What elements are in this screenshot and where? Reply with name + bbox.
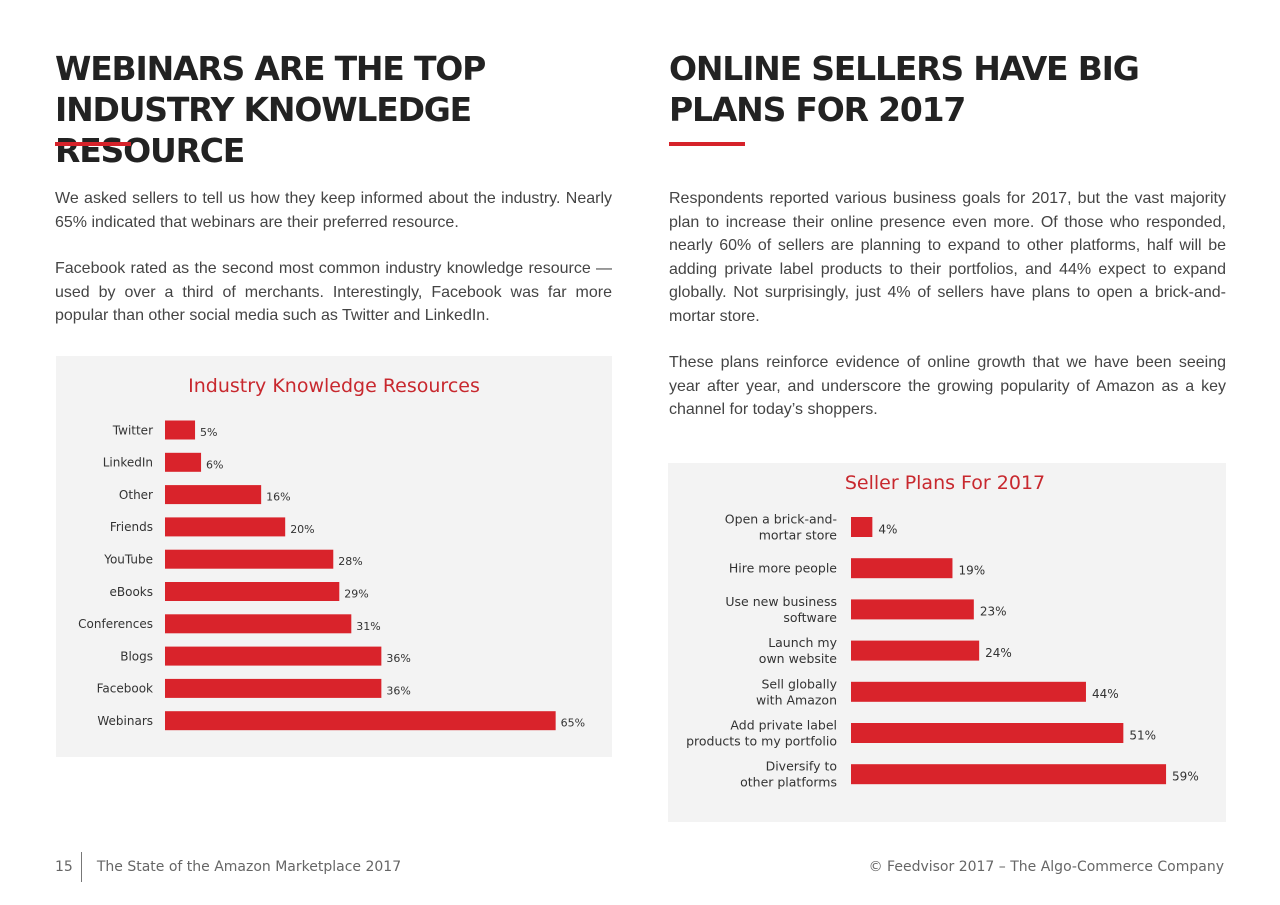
plans-category-label: other platforms [740, 775, 837, 790]
copyright-text: © Feedvisor 2017 – The Algo-Commerce Com… [868, 859, 1224, 875]
knowledge-value-label: 65% [561, 717, 585, 730]
plans-value-label: 51% [1129, 728, 1156, 742]
knowledge-bar [165, 485, 262, 505]
plans-category-label: Use new business [725, 594, 837, 609]
plans-chart-title: Seller Plans For 2017 [845, 472, 1045, 494]
plans-value-label: 59% [1172, 770, 1199, 784]
knowledge-value-label: 29% [344, 587, 368, 600]
knowledge-bar [165, 420, 196, 440]
knowledge-bar [165, 582, 340, 601]
knowledge-category-label: Conferences [78, 617, 153, 631]
left-paragraph-1: We asked sellers to tell us how they kee… [55, 190, 612, 231]
plans-category-label: with Amazon [756, 692, 837, 707]
plans-value-label: 24% [985, 646, 1012, 660]
plans-bar [851, 599, 974, 620]
seller-plans-chart: Seller Plans For 2017 Open a brick-and-mo… [668, 463, 1226, 822]
knowledge-value-label: 5% [200, 426, 217, 439]
footer-right: © Feedvisor 2017 – The Algo-Commerce Com… [869, 856, 1224, 878]
right-body-text: Respondents reported various business go… [669, 187, 1226, 445]
left-heading: WEBINARS ARE THE TOP INDUSTRY KNOWLEDGE … [55, 49, 486, 170]
knowledge-category-label: YouTube [103, 553, 153, 567]
plans-value-label: 4% [878, 522, 897, 536]
knowledge-value-label: 31% [356, 620, 380, 633]
left-paragraph-2: Facebook rated as the second most common… [55, 260, 612, 324]
plans-category-label: Diversify to [766, 759, 837, 774]
knowledge-category-label: Other [119, 488, 153, 502]
plans-value-label: 19% [958, 564, 985, 578]
right-heading: ONLINE SELLERS HAVE BIG PLANS FOR 2017 [669, 49, 1140, 129]
knowledge-category-label: Webinars [97, 714, 153, 728]
industry-knowledge-chart-svg: Industry Knowledge Resources Twitter 5% Lin… [78, 375, 585, 731]
left-body-text: We asked sellers to tell us how they kee… [55, 187, 612, 351]
plans-bar [851, 517, 873, 537]
seller-plans-chart-svg: Seller Plans For 2017 Open a brick-and-mo… [686, 472, 1199, 790]
knowledge-value-label: 20% [290, 523, 314, 536]
plans-bar [851, 558, 953, 579]
knowledge-category-label: Twitter [112, 423, 153, 437]
right-paragraph-1: Respondents reported various business go… [669, 190, 1226, 325]
plans-category-label: products to my portfolio [686, 734, 837, 749]
knowledge-category-label: LinkedIn [103, 456, 153, 470]
page-number: 15 [55, 859, 73, 875]
plans-category-label: software [783, 610, 837, 625]
knowledge-value-label: 36% [386, 652, 410, 665]
right-paragraph-2: These plans reinforce evidence of online… [669, 354, 1226, 418]
knowledge-value-label: 28% [338, 555, 362, 568]
plans-bar [851, 681, 1086, 702]
plans-bar [851, 723, 1124, 743]
plans-bar [851, 764, 1167, 785]
plans-category-label: Sell globally [761, 676, 837, 691]
knowledge-bar [165, 646, 382, 666]
knowledge-category-label: Blogs [120, 649, 153, 663]
plans-category-label: own website [759, 651, 838, 666]
knowledge-bar [165, 711, 556, 731]
plans-category-label: Hire more people [729, 561, 837, 576]
plans-value-label: 44% [1092, 687, 1119, 701]
plans-category-label: Launch my [768, 635, 837, 650]
knowledge-value-label: 36% [386, 684, 410, 697]
footer-divider [80, 852, 82, 882]
knowledge-chart-title: Industry Knowledge Resources [188, 375, 480, 397]
knowledge-bar [165, 614, 352, 634]
plans-value-label: 23% [980, 605, 1007, 619]
knowledge-bar [165, 452, 202, 472]
industry-knowledge-chart: Industry Knowledge Resources Twitter 5% Lin… [56, 356, 612, 757]
knowledge-bar [165, 678, 382, 698]
knowledge-bar [165, 517, 286, 537]
plans-category-label: Add private label [730, 718, 837, 733]
plans-category-label: mortar store [759, 528, 838, 543]
footer-left: 15 The State of the Amazon Marketplace 2… [55, 852, 402, 882]
knowledge-value-label: 6% [206, 458, 223, 471]
knowledge-category-label: Facebook [97, 682, 153, 696]
publication-title: The State of the Amazon Marketplace 2017 [96, 859, 402, 875]
knowledge-category-label: Friends [110, 520, 153, 534]
plans-bar [851, 640, 980, 661]
right-accent-bar [669, 142, 745, 146]
knowledge-value-label: 16% [266, 491, 290, 504]
knowledge-bar [165, 549, 334, 569]
left-accent-bar [55, 142, 131, 146]
plans-category-label: Open a brick-and- [725, 512, 837, 527]
knowledge-category-label: eBooks [110, 585, 154, 599]
